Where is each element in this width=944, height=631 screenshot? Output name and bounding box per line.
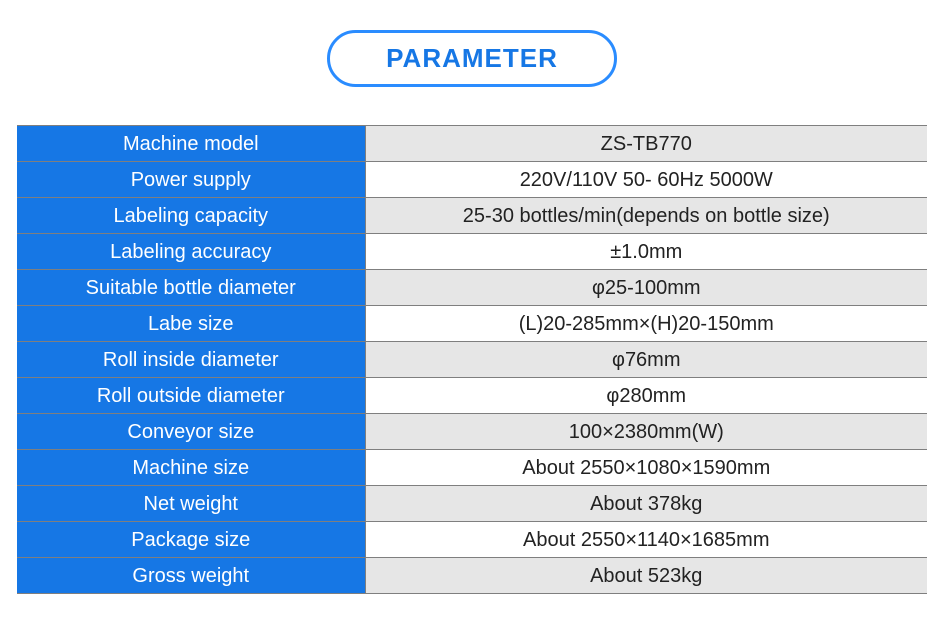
table-row: Labeling accuracy±1.0mm — [17, 234, 927, 270]
param-value: 220V/110V 50- 60Hz 5000W — [365, 162, 927, 198]
param-label: Net weight — [17, 486, 365, 522]
param-label: Roll outside diameter — [17, 378, 365, 414]
table-row: Conveyor size100×2380mm(W) — [17, 414, 927, 450]
param-value: φ25-100mm — [365, 270, 927, 306]
param-label: Machine model — [17, 126, 365, 162]
param-label: Roll inside diameter — [17, 342, 365, 378]
param-value: About 2550×1080×1590mm — [365, 450, 927, 486]
param-label: Conveyor size — [17, 414, 365, 450]
table-row: Labe size(L)20-285mm×(H)20-150mm — [17, 306, 927, 342]
param-value: 25-30 bottles/min(depends on bottle size… — [365, 198, 927, 234]
table-row: Suitable bottle diameterφ25-100mm — [17, 270, 927, 306]
table-row: Net weightAbout 378kg — [17, 486, 927, 522]
param-value: φ280mm — [365, 378, 927, 414]
table-row: Machine sizeAbout 2550×1080×1590mm — [17, 450, 927, 486]
title-pill: PARAMETER — [327, 30, 617, 87]
param-value: About 2550×1140×1685mm — [365, 522, 927, 558]
table-row: Roll inside diameterφ76mm — [17, 342, 927, 378]
table-row: Roll outside diameterφ280mm — [17, 378, 927, 414]
param-label: Labeling capacity — [17, 198, 365, 234]
param-label: Package size — [17, 522, 365, 558]
table-row: Machine modelZS-TB770 — [17, 126, 927, 162]
table-row: Power supply220V/110V 50- 60Hz 5000W — [17, 162, 927, 198]
table-row: Labeling capacity25-30 bottles/min(depen… — [17, 198, 927, 234]
parameter-table: Machine modelZS-TB770Power supply220V/11… — [17, 125, 927, 594]
param-value: φ76mm — [365, 342, 927, 378]
param-label: Machine size — [17, 450, 365, 486]
param-value: About 523kg — [365, 558, 927, 594]
param-label: Labeling accuracy — [17, 234, 365, 270]
param-label: Suitable bottle diameter — [17, 270, 365, 306]
param-value: (L)20-285mm×(H)20-150mm — [365, 306, 927, 342]
param-value: About 378kg — [365, 486, 927, 522]
param-label: Labe size — [17, 306, 365, 342]
param-label: Gross weight — [17, 558, 365, 594]
param-value: 100×2380mm(W) — [365, 414, 927, 450]
param-value: ZS-TB770 — [365, 126, 927, 162]
table-row: Gross weightAbout 523kg — [17, 558, 927, 594]
param-label: Power supply — [17, 162, 365, 198]
param-value: ±1.0mm — [365, 234, 927, 270]
table-row: Package sizeAbout 2550×1140×1685mm — [17, 522, 927, 558]
parameter-table-body: Machine modelZS-TB770Power supply220V/11… — [17, 126, 927, 594]
